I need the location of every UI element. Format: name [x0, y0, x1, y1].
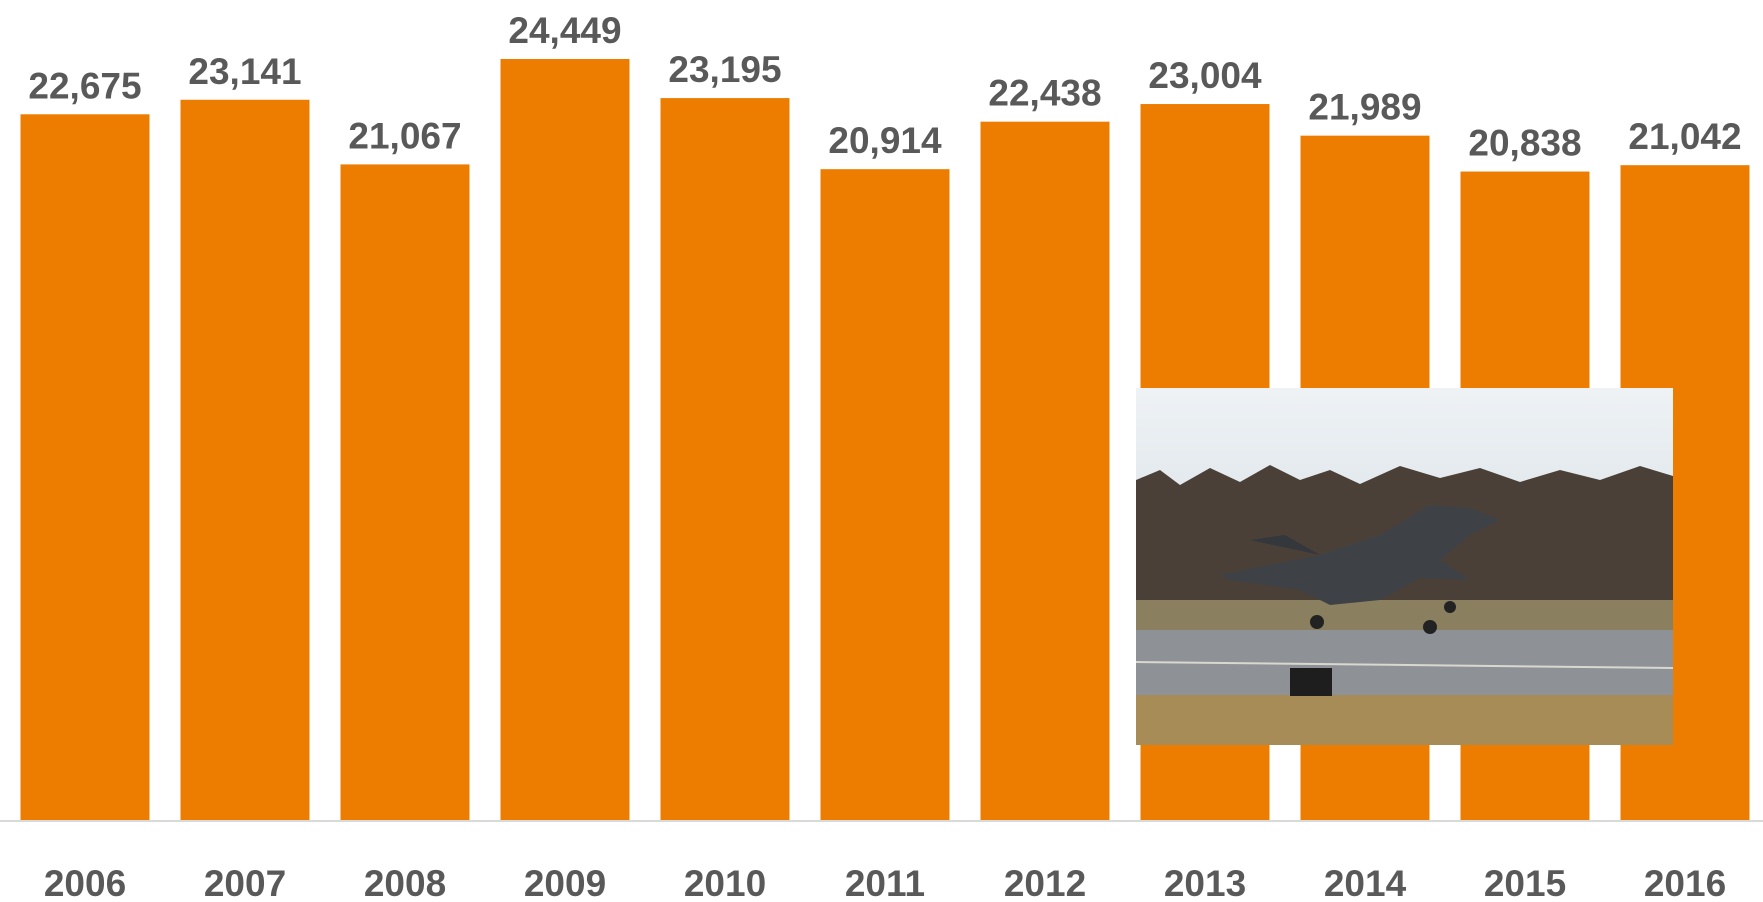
photo-jet — [1220, 505, 1500, 605]
photo — [1135, 388, 1674, 745]
x-tick-label: 2010 — [684, 863, 766, 902]
value-label: 23,141 — [188, 51, 301, 92]
bar — [340, 164, 470, 822]
value-label: 23,004 — [1148, 55, 1262, 96]
x-tick-label: 2012 — [1004, 863, 1086, 902]
bar — [500, 59, 630, 821]
x-tick-label: 2009 — [524, 863, 606, 902]
value-label: 20,914 — [828, 120, 942, 161]
value-label: 22,675 — [28, 65, 141, 106]
bar — [980, 121, 1110, 821]
value-label: 22,438 — [988, 73, 1101, 114]
x-tick-label: 2016 — [1644, 863, 1726, 902]
photo-wheel — [1423, 620, 1437, 634]
x-tick-label: 2011 — [845, 863, 925, 902]
photo-wheel — [1310, 615, 1324, 629]
photo-runway-line — [1135, 661, 1674, 669]
bar — [180, 99, 310, 821]
bar — [820, 169, 950, 822]
x-tick-label: 2008 — [364, 863, 446, 902]
photo-wheel — [1444, 601, 1456, 613]
bar — [660, 98, 790, 821]
bar — [20, 114, 150, 822]
x-tick-label: 2007 — [204, 863, 286, 902]
x-tick-label: 2013 — [1164, 863, 1246, 902]
value-label: 23,195 — [668, 49, 781, 90]
photo-ground — [1136, 695, 1673, 745]
x-tick-label: 2006 — [44, 863, 126, 902]
value-label: 21,042 — [1628, 116, 1741, 157]
x-tick-label: 2014 — [1324, 863, 1407, 902]
x-tick-label: 2015 — [1484, 863, 1566, 902]
value-label: 21,067 — [348, 115, 461, 156]
photo-grass — [1136, 600, 1673, 632]
photo-jet-tail — [1250, 535, 1320, 555]
value-label: 24,449 — [508, 10, 621, 51]
value-label: 20,838 — [1468, 123, 1581, 164]
photo-sign — [1290, 668, 1332, 696]
value-label: 21,989 — [1308, 87, 1421, 128]
